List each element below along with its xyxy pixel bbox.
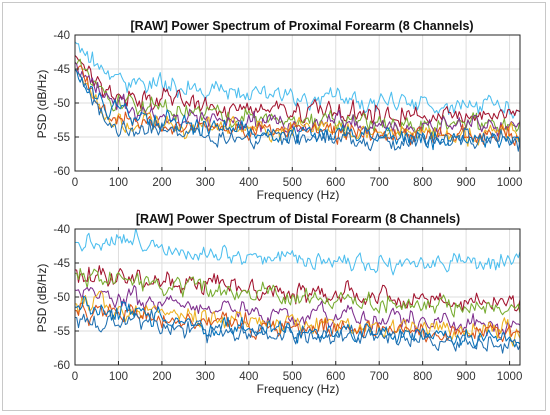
y-tick-label: -60 — [53, 166, 70, 178]
x-tick-label: 900 — [457, 371, 476, 383]
x-tick-label: 300 — [196, 177, 215, 189]
series-line-1 — [75, 229, 520, 276]
x-tick-label: 900 — [457, 177, 476, 189]
series-line-8 — [75, 68, 520, 152]
y-tick-label: -40 — [53, 224, 70, 236]
series-line-6 — [75, 302, 520, 343]
x-tick-label: 800 — [413, 371, 432, 383]
x-tick-label: 400 — [239, 177, 258, 189]
x-tick-label: 500 — [283, 371, 302, 383]
x-tick-label: 200 — [152, 177, 171, 189]
proximal-forearm-chart: [RAW] Power Spectrum of Proximal Forearm… — [35, 19, 522, 202]
y-tick-label: -50 — [53, 98, 70, 110]
y-tick-label: -45 — [53, 64, 70, 76]
x-tick-label: 0 — [72, 177, 78, 189]
x-tick-label: 400 — [239, 371, 258, 383]
chart-title: [RAW] Power Spectrum of Distal Forearm (… — [136, 212, 460, 226]
series-line-7 — [75, 68, 520, 151]
y-tick-label: -55 — [53, 132, 70, 144]
x-axis-label: Frequency (Hz) — [257, 188, 340, 202]
y-axis-label: PSD (dB/Hz) — [35, 70, 49, 139]
series-group — [75, 229, 520, 354]
x-tick-label: 500 — [283, 177, 302, 189]
x-tick-label: 800 — [413, 177, 432, 189]
x-tick-label: 600 — [326, 177, 345, 189]
x-tick-label: 300 — [196, 371, 215, 383]
y-tick-label: -60 — [53, 360, 70, 372]
distal-forearm-chart: [RAW] Power Spectrum of Distal Forearm (… — [35, 212, 522, 396]
x-tick-label: 700 — [370, 371, 389, 383]
y-tick-label: -55 — [53, 326, 70, 338]
series-line-5 — [75, 290, 520, 347]
x-tick-label: 200 — [152, 371, 171, 383]
y-tick-label: -40 — [53, 30, 70, 42]
x-axis-label: Frequency (Hz) — [257, 382, 340, 396]
chart-title: [RAW] Power Spectrum of Proximal Forearm… — [130, 19, 473, 33]
y-axis-label: PSD (dB/Hz) — [35, 264, 49, 333]
series-line-1 — [75, 41, 520, 119]
x-tick-label: 700 — [370, 177, 389, 189]
y-tick-label: -50 — [53, 292, 70, 304]
series-line-8 — [75, 309, 520, 354]
x-tick-label: 100 — [109, 177, 128, 189]
series-line-2 — [75, 55, 520, 128]
series-line-3 — [75, 267, 520, 318]
x-tick-label: 0 — [72, 371, 78, 383]
x-tick-label: 1000 — [497, 371, 523, 383]
series-line-7 — [75, 295, 520, 349]
y-tick-label: -45 — [53, 258, 70, 270]
x-tick-label: 1000 — [497, 177, 523, 189]
x-tick-label: 100 — [109, 371, 128, 383]
series-group — [75, 41, 520, 152]
x-tick-label: 600 — [326, 371, 345, 383]
series-line-3 — [75, 58, 520, 140]
